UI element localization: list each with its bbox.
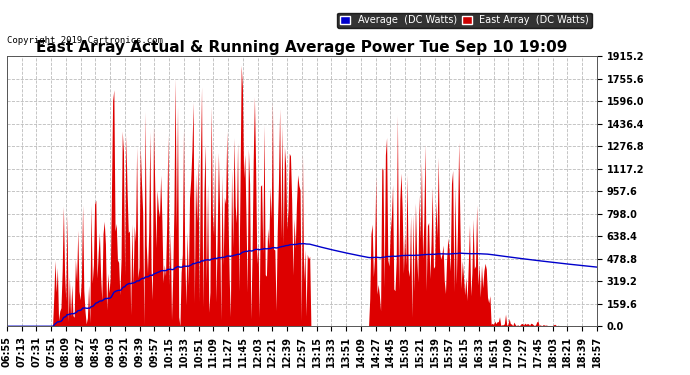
Legend: Average  (DC Watts), East Array  (DC Watts): Average (DC Watts), East Array (DC Watts… [337, 12, 592, 28]
Text: Copyright 2019 Cartronics.com: Copyright 2019 Cartronics.com [7, 36, 163, 45]
Title: East Array Actual & Running Average Power Tue Sep 10 19:09: East Array Actual & Running Average Powe… [36, 40, 568, 55]
